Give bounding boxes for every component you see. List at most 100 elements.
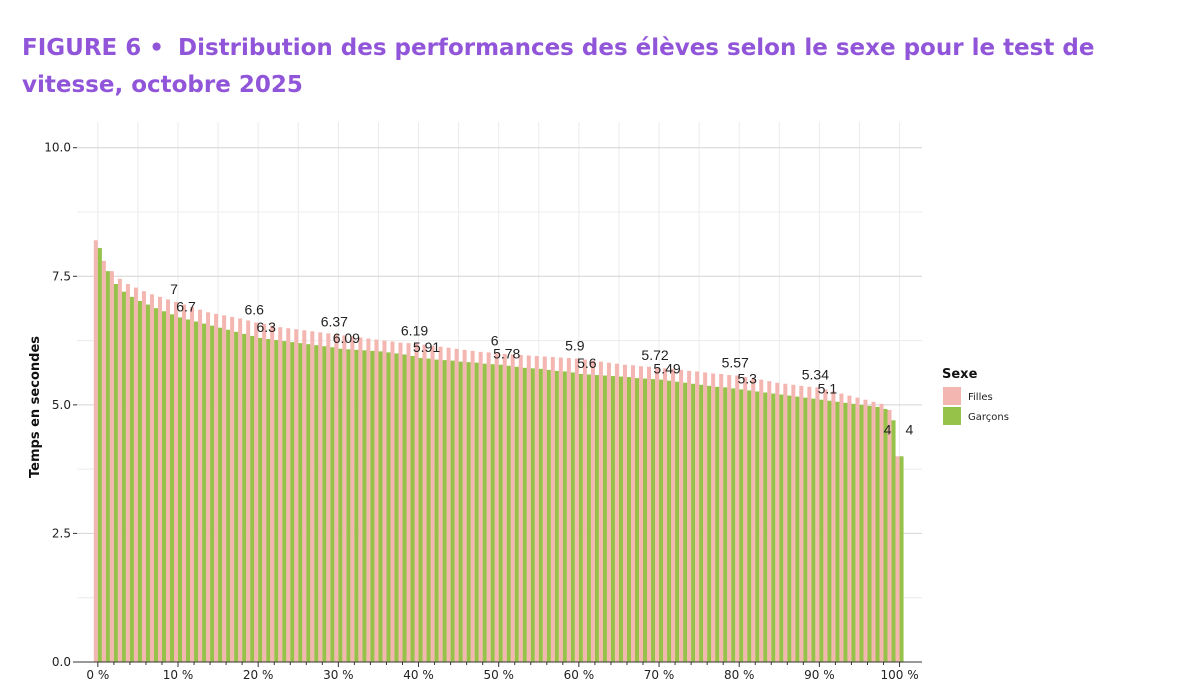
bar-garcons [105, 271, 110, 662]
x-tick-label: 100 % [880, 668, 918, 682]
bar-garcons [250, 335, 255, 662]
bar-garcons [153, 308, 158, 662]
bar-filles [278, 327, 283, 662]
bar-garcons [731, 388, 736, 662]
bar-filles [847, 395, 852, 662]
bar-filles [190, 307, 195, 662]
bar-garcons [113, 284, 118, 662]
bar-filles [711, 373, 716, 662]
bar-garcons [186, 319, 191, 662]
bar-garcons [434, 359, 439, 662]
bar-filles [238, 318, 243, 662]
bar-filles [342, 335, 347, 662]
bar-garcons [514, 366, 519, 662]
bar-garcons [610, 376, 615, 662]
data-label-garcons: 5.49 [653, 361, 680, 377]
bar-filles [262, 324, 267, 662]
bar-filles [398, 342, 403, 662]
bar-garcons [450, 360, 455, 662]
bar-garcons [651, 379, 656, 662]
y-tick-label: 7.5 [52, 269, 71, 283]
bar-filles [799, 385, 804, 662]
bar-garcons [859, 404, 864, 662]
x-tick-label: 90 % [804, 668, 835, 682]
data-label-garcons: 4 [884, 422, 892, 438]
bar-garcons [594, 375, 599, 662]
bar-filles [390, 341, 395, 662]
bar-filles [486, 352, 491, 662]
bar-garcons [202, 323, 207, 662]
figure-title: FIGURE 6 • Distribution des performances… [22, 30, 1182, 104]
y-tick-label: 2.5 [52, 526, 71, 540]
bar-garcons [811, 398, 816, 662]
bar-garcons [899, 456, 904, 662]
bar-filles [462, 349, 467, 662]
bar-filles [887, 410, 892, 662]
bar-filles [719, 374, 724, 662]
bar-garcons [795, 396, 800, 662]
y-tick-label: 10.0 [44, 141, 71, 155]
bar-filles [895, 456, 900, 662]
legend-swatch-filles [943, 387, 961, 405]
bar-filles [174, 302, 179, 662]
bar-garcons [755, 391, 760, 662]
bar-filles [454, 348, 459, 662]
bar-garcons [787, 395, 792, 662]
data-label-filles: 5.72 [641, 347, 668, 363]
bar-filles [679, 369, 684, 662]
bar-filles [695, 371, 700, 662]
bar-filles [638, 366, 644, 662]
bar-garcons [562, 371, 567, 662]
legend-label-filles: Filles [968, 392, 993, 403]
legend-label-garcons: Garçons [968, 412, 1009, 423]
bar-filles [318, 332, 323, 662]
data-label-filles: 4 [906, 422, 914, 438]
bar-garcons [586, 374, 591, 662]
bar-garcons [771, 393, 776, 662]
bar-garcons [282, 341, 287, 662]
bar-garcons [338, 348, 343, 662]
bar-garcons [370, 350, 375, 662]
data-label-filles: 6.19 [401, 323, 428, 339]
bar-filles [254, 322, 259, 662]
bar-garcons [169, 314, 175, 662]
bar-garcons [739, 389, 744, 662]
bar-filles [871, 401, 876, 662]
bar-garcons [314, 345, 319, 662]
bar-filles [783, 383, 788, 662]
bar-filles [622, 364, 627, 662]
bar-filles [133, 287, 138, 662]
bar-filles [839, 393, 844, 662]
bar-filles [358, 337, 363, 662]
bar-filles [735, 375, 740, 662]
bar-garcons [546, 369, 551, 662]
bar-garcons [538, 368, 543, 662]
x-tick-label: 20 % [243, 668, 274, 682]
data-label-garcons: 5.1 [818, 381, 838, 397]
bar-garcons [683, 382, 688, 662]
bar-garcons [306, 344, 311, 662]
bar-garcons [779, 394, 784, 662]
bar-garcons [274, 340, 279, 662]
bar-filles [198, 309, 203, 662]
data-label-filles: 5.57 [722, 355, 749, 371]
x-tick-label: 50 % [483, 668, 514, 682]
bar-filles [93, 240, 98, 663]
bar-garcons [145, 304, 150, 662]
bar-filles [879, 403, 884, 662]
bar-filles [302, 330, 307, 662]
bar-filles [438, 346, 443, 662]
bar-garcons [129, 296, 134, 662]
bar-garcons [578, 374, 583, 662]
bar-garcons [242, 333, 247, 662]
data-label-filles: 5.9 [565, 338, 585, 354]
bar-filles [630, 365, 635, 662]
bar-filles [566, 358, 571, 662]
bar-filles [294, 329, 299, 662]
bar-filles [775, 382, 780, 662]
bar-garcons [691, 383, 696, 662]
bar-filles [727, 375, 732, 662]
bar-filles [334, 334, 339, 662]
bar-filles [767, 381, 772, 662]
bar-filles [230, 316, 235, 662]
